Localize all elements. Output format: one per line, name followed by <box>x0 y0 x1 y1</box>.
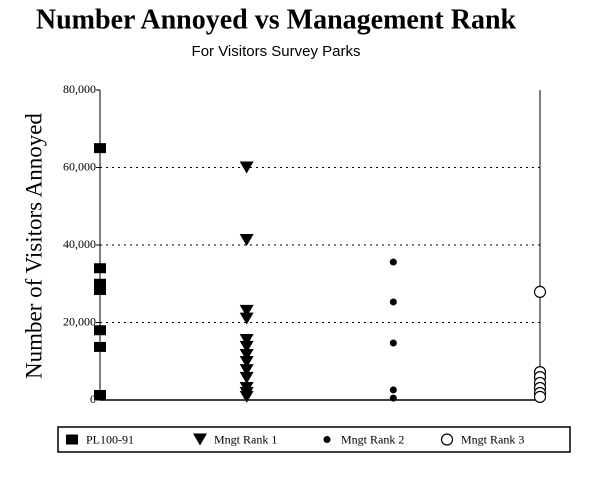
legend-marker <box>440 433 454 446</box>
point <box>94 341 106 352</box>
point <box>389 339 397 347</box>
point <box>389 298 397 306</box>
point <box>94 389 106 400</box>
point <box>239 371 254 384</box>
legend-marker <box>193 433 207 446</box>
point <box>239 161 254 174</box>
point <box>239 364 254 377</box>
point <box>94 143 106 154</box>
point <box>239 340 254 353</box>
y-tick-label: 80,000 <box>63 82 96 96</box>
y-tick-label: 0 <box>90 392 96 406</box>
legend-label: PL100-91 <box>86 432 134 446</box>
legend-label: Mngt Rank 2 <box>341 432 404 446</box>
point <box>239 233 254 246</box>
y-tick-label: 40,000 <box>63 237 96 251</box>
legend-label: Mngt Rank 3 <box>461 432 524 446</box>
legend-marker <box>66 434 78 445</box>
point <box>389 394 397 402</box>
point <box>94 278 106 289</box>
point <box>533 390 547 403</box>
point <box>94 325 106 336</box>
point <box>239 304 254 317</box>
point <box>239 333 254 346</box>
point <box>94 263 106 274</box>
y-axis-label: Number of Visitors Annoyed <box>21 113 46 379</box>
point <box>239 312 254 325</box>
point <box>94 284 106 295</box>
legend-label: Mngt Rank 1 <box>214 432 277 446</box>
legend-box <box>57 426 571 453</box>
point <box>389 386 397 394</box>
chart-title: Number Annoyed vs Management Rank <box>36 4 517 35</box>
point <box>389 258 397 266</box>
chart-subtitle: For Visitors Survey Parks <box>192 43 361 60</box>
y-tick-label: 60,000 <box>63 159 96 173</box>
point <box>533 285 547 298</box>
legend-marker <box>323 436 331 443</box>
point <box>239 390 254 403</box>
point <box>239 356 254 369</box>
y-tick-label: 20,000 <box>63 314 96 328</box>
point <box>239 349 254 362</box>
